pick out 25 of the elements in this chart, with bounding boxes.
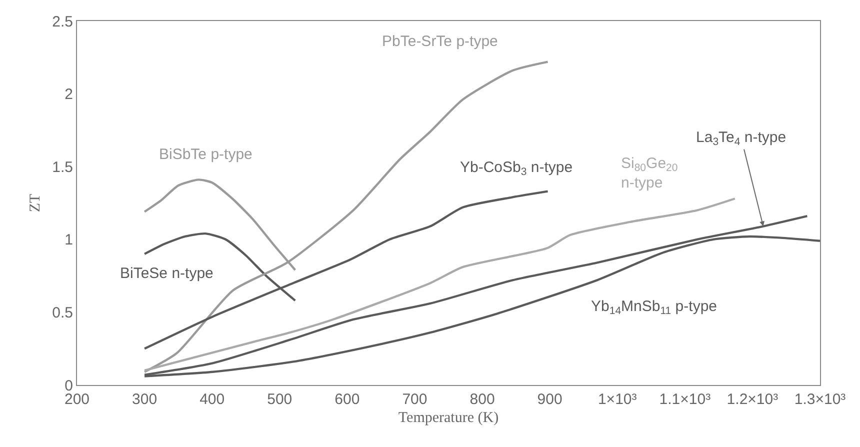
y-tick-label: 2.5 [52, 13, 73, 30]
x-tick-label: 600 [334, 391, 360, 408]
x-tick-label: 1.2×10³ [726, 391, 778, 408]
y-tick-label: 1 [64, 232, 73, 249]
series-label: BiTeSe n-type [120, 265, 214, 282]
series-label: PbTe-SrTe p-type [382, 33, 498, 50]
x-axis-title: Temperature (K) [398, 410, 499, 426]
x-tick-label: 1.3×10³ [794, 391, 846, 408]
x-tick-label: 800 [470, 391, 495, 408]
x-tick-label: 500 [267, 391, 292, 408]
series-label: Yb-CoSb$_{3}$ n-type [460, 159, 573, 178]
x-tick-label: 300 [132, 391, 158, 408]
y-tick-label: 1.5 [52, 158, 73, 176]
x-tick-label: 700 [402, 391, 428, 408]
x-tick-label: 400 [200, 391, 225, 408]
x-tick-label: 1×10³ [598, 391, 637, 408]
x-tick-label: 900 [537, 391, 562, 408]
series-label: BiSbTe p-type [159, 146, 252, 163]
y-tick-label: 0.5 [52, 304, 73, 322]
series-label: Yb$_{14}$MnSb$_{11}$ p-type [591, 298, 717, 318]
text: La$_{3}$Te$_{4}$ n-type [696, 129, 786, 148]
y-axis-title: ZT [27, 194, 44, 212]
y-tick-label: 2 [64, 86, 73, 104]
series-label: Si$_{80}$Ge$_{20}$ n-type [621, 155, 678, 192]
x-tick-label: 1.1×10³ [659, 391, 711, 408]
